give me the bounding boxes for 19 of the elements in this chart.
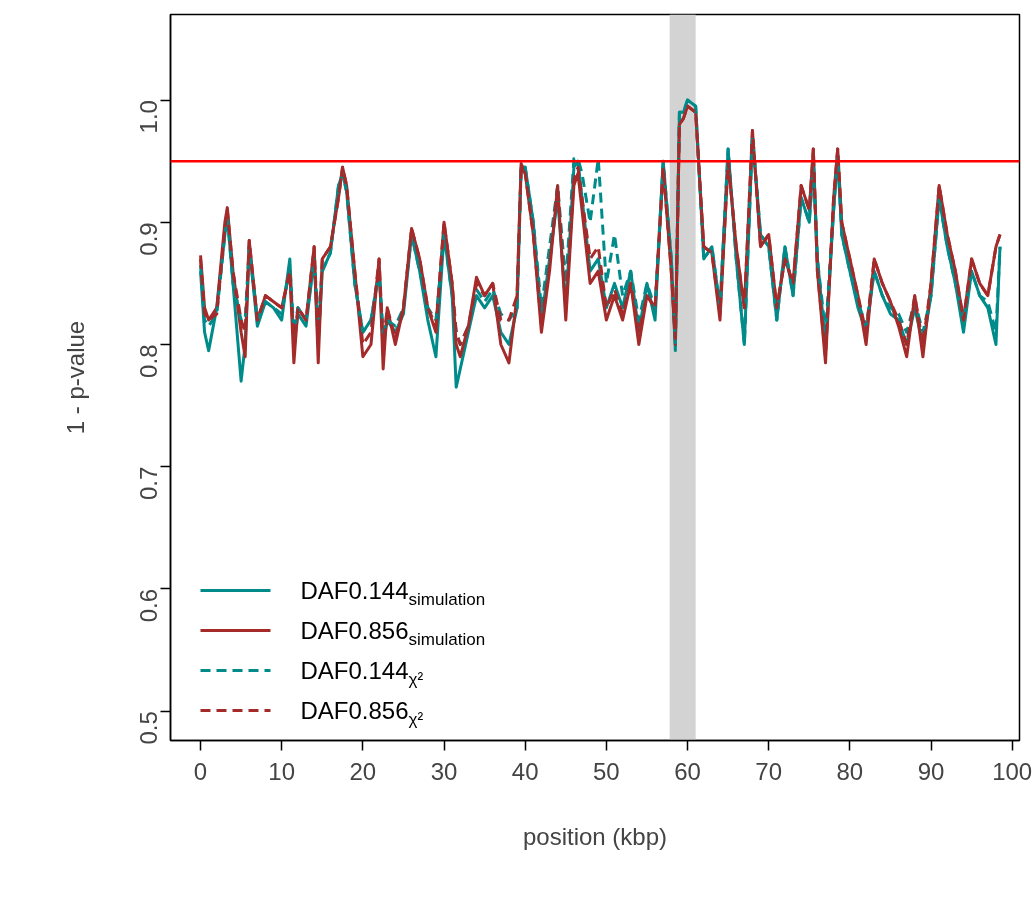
y-tick-label: 0.8 xyxy=(135,344,162,378)
y-tick-label: 0.7 xyxy=(135,466,162,501)
x-tick-label: 70 xyxy=(755,757,783,785)
x-tick-label: 10 xyxy=(268,757,296,785)
x-tick-label: 60 xyxy=(674,757,701,785)
x-tick-label: 80 xyxy=(836,757,864,785)
y-tick-label: 0.6 xyxy=(135,588,162,623)
y-tick-label: 1.0 xyxy=(135,100,162,134)
x-tick-label: 20 xyxy=(349,757,377,785)
x-axis-title: position (kbp) xyxy=(522,822,668,850)
x-tick-label: 0 xyxy=(193,757,208,785)
x-tick-label: 50 xyxy=(593,757,620,785)
x-tick-label: 40 xyxy=(511,757,539,785)
x-tick-label: 90 xyxy=(917,757,945,785)
x-tick-label: 30 xyxy=(430,757,458,785)
y-tick-label: 0.9 xyxy=(135,222,162,256)
x-tick-label: 100 xyxy=(992,757,1033,785)
y-axis-title: 1 - p-value xyxy=(61,320,89,435)
y-tick-label: 0.5 xyxy=(135,711,162,745)
